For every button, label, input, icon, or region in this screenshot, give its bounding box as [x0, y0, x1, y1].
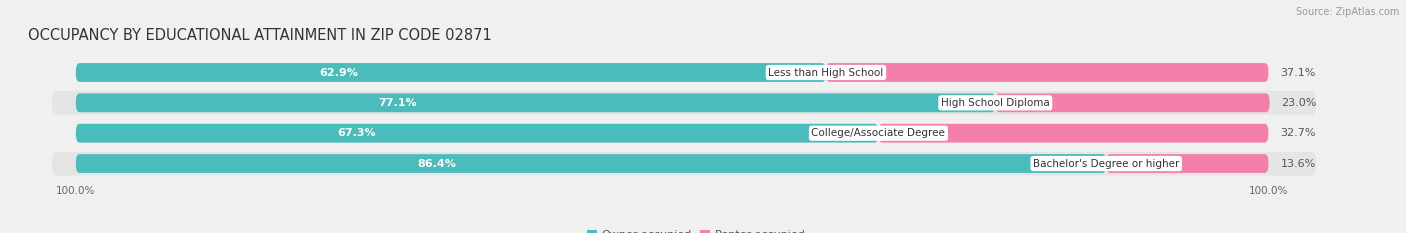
Text: 62.9%: 62.9%: [319, 68, 357, 78]
FancyBboxPatch shape: [76, 93, 995, 112]
Text: 23.0%: 23.0%: [1281, 98, 1317, 108]
Text: 32.7%: 32.7%: [1281, 128, 1316, 138]
Text: 13.6%: 13.6%: [1281, 158, 1316, 168]
Text: High School Diploma: High School Diploma: [941, 98, 1050, 108]
FancyBboxPatch shape: [76, 154, 1107, 173]
Text: OCCUPANCY BY EDUCATIONAL ATTAINMENT IN ZIP CODE 02871: OCCUPANCY BY EDUCATIONAL ATTAINMENT IN Z…: [28, 28, 492, 43]
FancyBboxPatch shape: [52, 152, 1316, 175]
FancyBboxPatch shape: [52, 61, 1316, 84]
Text: Bachelor's Degree or higher: Bachelor's Degree or higher: [1033, 158, 1180, 168]
FancyBboxPatch shape: [76, 124, 879, 143]
Text: 37.1%: 37.1%: [1281, 68, 1316, 78]
Text: Source: ZipAtlas.com: Source: ZipAtlas.com: [1295, 7, 1399, 17]
Text: College/Associate Degree: College/Associate Degree: [811, 128, 945, 138]
Text: 77.1%: 77.1%: [378, 98, 418, 108]
Text: Less than High School: Less than High School: [768, 68, 883, 78]
FancyBboxPatch shape: [52, 91, 1316, 115]
Legend: Owner-occupied, Renter-occupied: Owner-occupied, Renter-occupied: [582, 225, 810, 233]
Text: 86.4%: 86.4%: [418, 158, 456, 168]
FancyBboxPatch shape: [1107, 154, 1268, 173]
Text: 67.3%: 67.3%: [337, 128, 375, 138]
FancyBboxPatch shape: [995, 93, 1270, 112]
FancyBboxPatch shape: [879, 124, 1268, 143]
FancyBboxPatch shape: [76, 63, 825, 82]
FancyBboxPatch shape: [52, 121, 1316, 145]
FancyBboxPatch shape: [825, 63, 1268, 82]
